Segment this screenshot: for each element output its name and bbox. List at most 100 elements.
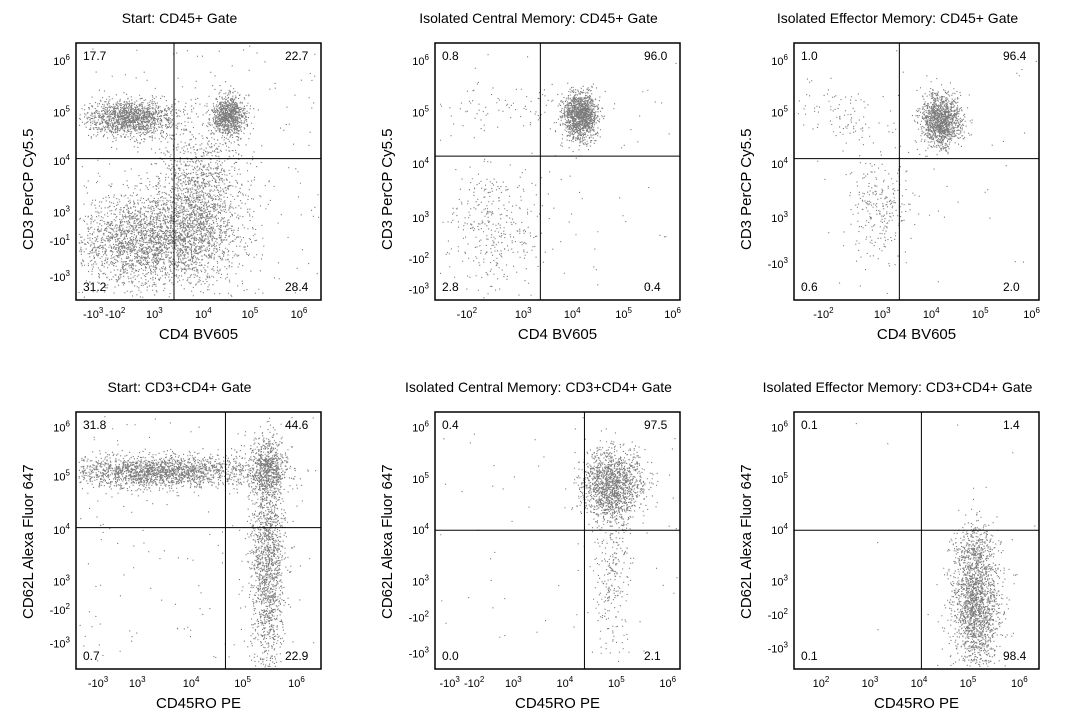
plot-svg: -102 103 104 105 106 106 105 104 103 -102 -103 bbox=[409, 42, 682, 321]
x-tick-labels: 102 103 104 105 106 bbox=[813, 675, 1029, 690]
plot-panel-2: Isolated Effector Memory: CD45+ Gate -10… bbox=[718, 0, 1077, 359]
tick-label: 103 bbox=[53, 574, 70, 589]
plot-svg: -103 -102 103 104 105 106 106105104103-102-10… bbox=[409, 411, 681, 690]
tick-label: 105 bbox=[242, 306, 259, 321]
tick-label: -103 bbox=[440, 675, 461, 690]
tick-label: 103 bbox=[53, 205, 70, 220]
quadrant-bottom-left-pct: 0.1 bbox=[801, 649, 818, 663]
plot-panel-0: Start: CD45+ Gate -103 -102 103 104 105 106 1… bbox=[0, 0, 359, 359]
tick-label: 105 bbox=[53, 468, 70, 483]
quadrant-bottom-right-pct: 22.9 bbox=[285, 649, 309, 663]
tick-label: 104 bbox=[556, 675, 573, 690]
tick-label: 103 bbox=[146, 306, 163, 321]
plot-title: Isolated Central Memory: CD45+ Gate bbox=[419, 10, 658, 26]
quadrant-top-right-pct: 22.7 bbox=[285, 49, 309, 63]
y-axis-label: CD3 PerCP Cy5.5 bbox=[20, 128, 37, 250]
tick-label: -103 bbox=[768, 640, 789, 655]
plot-panel-4: Isolated Central Memory: CD3+CD4+ Gate -… bbox=[359, 369, 718, 728]
plot-title: Start: CD45+ Gate bbox=[121, 10, 238, 26]
tick-label: -102 bbox=[457, 306, 478, 321]
y-tick-labels: 106 105 104 103 -102 -103 bbox=[409, 53, 430, 297]
tick-label: 103 bbox=[771, 210, 788, 225]
event-dots bbox=[78, 45, 320, 298]
tick-label: 105 bbox=[972, 306, 989, 321]
tick-label: -101 bbox=[50, 233, 71, 248]
quadrant-bottom-right-pct: 28.4 bbox=[285, 280, 309, 294]
tick-label: 104 bbox=[53, 153, 70, 168]
plot-title: Start: CD3+CD4+ Gate bbox=[107, 379, 252, 395]
tick-label: -102 bbox=[409, 251, 430, 266]
plot-svg: -103 103 104 105 106 106 105 104 103 -102 -103 bbox=[50, 411, 322, 690]
tick-label: 104 bbox=[412, 156, 429, 171]
x-axis-label: CD45RO PE bbox=[873, 695, 960, 712]
x-axis-label: CD4 BV605 bbox=[876, 326, 957, 343]
tick-label: -103 bbox=[768, 256, 789, 271]
density-dots bbox=[78, 416, 317, 668]
quadrant-top-right-pct: 1.4 bbox=[1003, 418, 1020, 432]
tick-label: -103 bbox=[50, 635, 71, 650]
plot-svg: 102 103 104 105 106 106 105 104 103 -102 -103 bbox=[768, 411, 1040, 690]
plot-frame bbox=[434, 42, 681, 301]
tick-label: 106 bbox=[412, 53, 429, 68]
x-axis-label: CD45RO PE bbox=[514, 695, 601, 712]
plot-panel-5: Isolated Effector Memory: CD3+CD4+ Gate … bbox=[718, 369, 1077, 728]
tick-label: 103 bbox=[771, 574, 788, 589]
event-dots bbox=[440, 417, 678, 662]
quadrant-bottom-left-pct: 31.2 bbox=[83, 280, 107, 294]
y-tick-labels: 106 105 104 103 -103 bbox=[768, 53, 789, 271]
tick-label: 104 bbox=[771, 156, 788, 171]
quadrant-bottom-right-pct: 2.1 bbox=[644, 649, 661, 663]
density-dots bbox=[439, 54, 677, 299]
event-dots bbox=[810, 423, 1036, 667]
tick-label: 103 bbox=[412, 210, 429, 225]
tick-label: -103 bbox=[83, 306, 104, 321]
density-dots bbox=[78, 45, 320, 298]
y-tick-labels: 106 105 104 103 -102 -103 bbox=[409, 419, 430, 660]
tick-label: 103 bbox=[874, 306, 891, 321]
tick-label: 106 bbox=[53, 419, 70, 434]
tick-label: 104 bbox=[195, 306, 212, 321]
tick-label: -102 bbox=[464, 675, 485, 690]
plot-svg: -103 -102 103 104 105 106 106105104103-101-10… bbox=[50, 42, 322, 321]
tick-label: 104 bbox=[771, 522, 788, 537]
y-axis-label: CD3 PerCP Cy5.5 bbox=[379, 128, 396, 250]
plot-frame bbox=[75, 42, 322, 301]
event-dots bbox=[78, 416, 317, 668]
x-tick-labels: -103 -102 103 104 105 106 bbox=[440, 675, 677, 690]
plot-frame bbox=[75, 411, 322, 670]
event-dots bbox=[439, 54, 677, 299]
tick-label: -103 bbox=[409, 646, 430, 661]
tick-label: 105 bbox=[234, 675, 251, 690]
tick-label: 104 bbox=[53, 522, 70, 537]
plot-panel-1: Isolated Central Memory: CD45+ Gate -102… bbox=[359, 0, 718, 359]
tick-label: 103 bbox=[515, 306, 532, 321]
tick-label: 106 bbox=[412, 419, 429, 434]
y-axis-label: CD3 PerCP Cy5.5 bbox=[738, 128, 755, 250]
quadrant-top-left-pct: 31.8 bbox=[83, 418, 107, 432]
plot-frame bbox=[793, 411, 1040, 670]
tick-label: 105 bbox=[960, 675, 977, 690]
tick-label: -102 bbox=[105, 306, 126, 321]
density-dots bbox=[810, 423, 1036, 667]
quadrant-bottom-left-pct: 0.6 bbox=[801, 280, 818, 294]
tick-label: 105 bbox=[53, 104, 70, 119]
tick-label: 105 bbox=[412, 471, 429, 486]
tick-label: -102 bbox=[768, 607, 789, 622]
tick-label: 104 bbox=[183, 675, 200, 690]
quadrant-top-right-pct: 96.4 bbox=[1003, 49, 1027, 63]
x-tick-labels: -102 103 104 105 106 bbox=[813, 306, 1040, 321]
tick-label: 103 bbox=[505, 675, 522, 690]
tick-label: 102 bbox=[813, 675, 830, 690]
tick-label: 106 bbox=[664, 306, 681, 321]
tick-label: 106 bbox=[291, 306, 308, 321]
plot-title: Isolated Central Memory: CD3+CD4+ Gate bbox=[405, 379, 672, 395]
tick-label: 106 bbox=[288, 675, 305, 690]
tick-label: 104 bbox=[923, 306, 940, 321]
y-axis-label: CD62L Alexa Fluor 647 bbox=[379, 463, 396, 619]
plot-svg: -102 103 104 105 106 106 105 104 103 -103 bbox=[768, 42, 1041, 321]
tick-label: -103 bbox=[409, 282, 430, 297]
tick-label: 106 bbox=[53, 53, 70, 68]
tick-label: 105 bbox=[608, 675, 625, 690]
x-tick-labels: -103 103 104 105 106 bbox=[88, 675, 306, 690]
tick-label: 106 bbox=[1011, 675, 1028, 690]
